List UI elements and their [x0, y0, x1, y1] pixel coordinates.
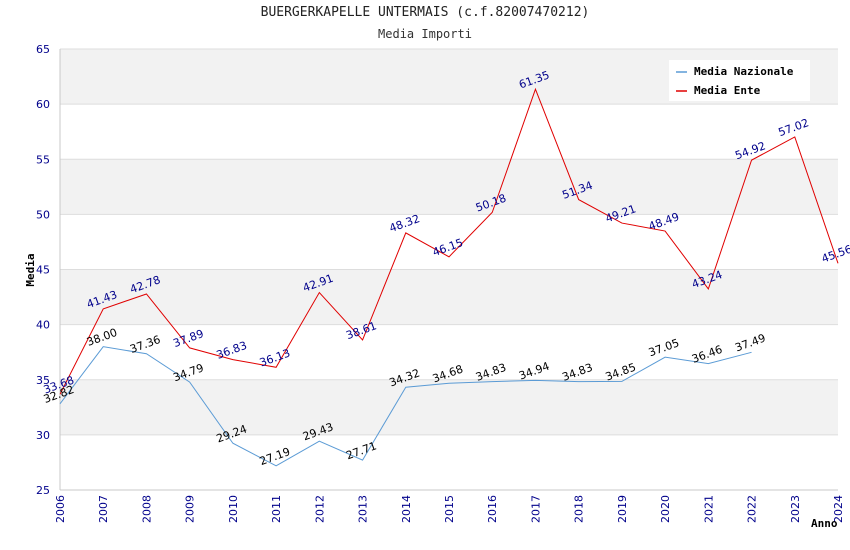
x-tick-label: 2024 — [832, 495, 845, 523]
gridlines — [60, 48, 838, 491]
y-tick-label: 60 — [36, 98, 50, 111]
plot-band — [60, 324, 838, 380]
x-tick-label: 2017 — [529, 495, 542, 523]
x-tick-label: 2008 — [140, 495, 153, 523]
legend-box — [669, 60, 810, 101]
series-line-ente — [59, 87, 839, 395]
x-tick-label: 2010 — [227, 495, 240, 523]
x-tick-label: 2018 — [573, 495, 586, 523]
plot-band — [60, 214, 838, 270]
y-tick-label: 65 — [36, 43, 50, 56]
y-axis-ticks: 25 30 35 40 45 50 55 60 65 — [36, 43, 50, 497]
legend-label-ente: Media Ente — [694, 84, 761, 97]
plot-band — [60, 434, 838, 490]
x-tick-label: 2019 — [616, 495, 629, 523]
plot-band — [60, 379, 838, 435]
plot-band — [60, 269, 838, 325]
y-tick-label: 30 — [36, 429, 50, 442]
x-tick-label: 2013 — [357, 495, 370, 523]
series-line-nazionale — [59, 346, 752, 467]
y-tick-label: 45 — [36, 264, 50, 277]
legend: Media Nazionale Media Ente — [669, 60, 810, 101]
x-axis-label: Anno — [811, 517, 838, 530]
series-lines — [59, 87, 839, 467]
x-tick-label: 2015 — [443, 495, 456, 523]
x-tick-label: 2023 — [789, 495, 802, 523]
x-tick-label: 2012 — [313, 495, 326, 523]
chart-subtitle: Media Importi — [378, 27, 472, 41]
x-tick-label: 2007 — [97, 495, 110, 523]
y-axis-label: Media — [24, 253, 37, 286]
x-tick-label: 2021 — [702, 495, 715, 523]
y-tick-label: 40 — [36, 319, 50, 332]
x-axis-ticks: 2006 2007 2008 2009 2010 2011 2012 2013 2014 2015… — [54, 495, 845, 523]
plot-band — [60, 159, 838, 215]
y-tick-label: 25 — [36, 484, 50, 497]
y-tick-label: 50 — [36, 208, 50, 221]
legend-label-nazionale: Media Nazionale — [694, 65, 794, 78]
x-tick-label: 2022 — [746, 495, 759, 523]
x-tick-label: 2011 — [270, 495, 283, 523]
x-tick-label: 2020 — [659, 495, 672, 523]
x-tick-label: 2014 — [400, 495, 413, 523]
plot-background — [60, 49, 838, 490]
axes — [59, 49, 838, 491]
x-tick-label: 2006 — [54, 495, 67, 523]
plot-band — [60, 104, 838, 160]
x-tick-label: 2016 — [486, 495, 499, 523]
chart-title: BUERGERKAPELLE UNTERMAIS (c.f.8200747021… — [260, 5, 590, 20]
y-tick-label: 55 — [36, 153, 50, 166]
y-tick-label: 35 — [36, 374, 50, 387]
x-tick-label: 2009 — [184, 495, 197, 523]
